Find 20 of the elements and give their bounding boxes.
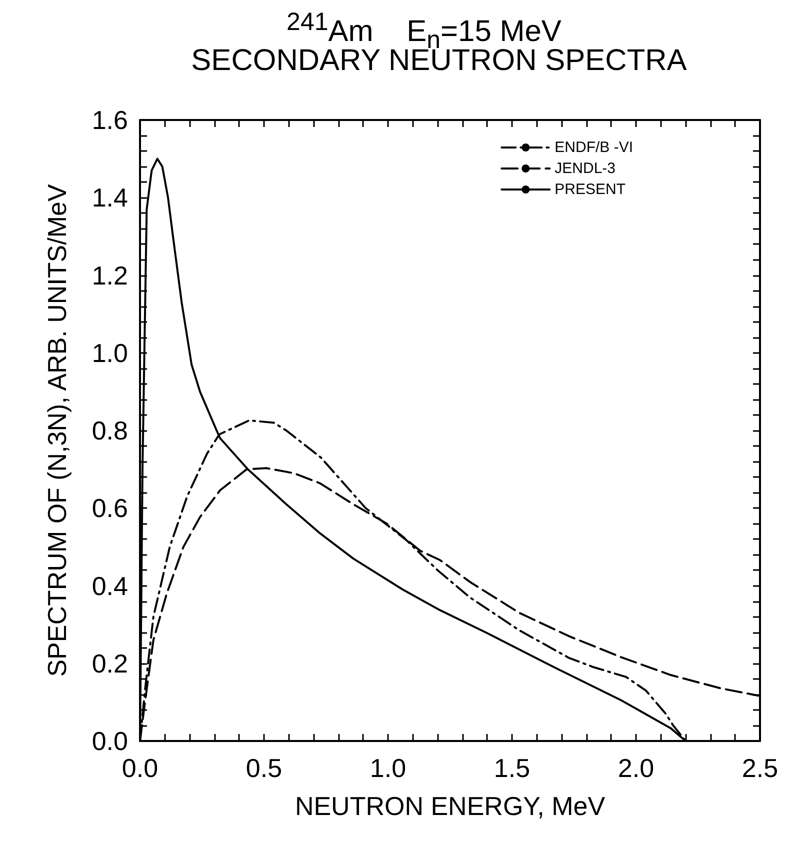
y-tick-label: 0.4: [92, 570, 128, 601]
x-tick-label: 0.0: [122, 753, 158, 783]
y-tick-label: 1.4: [92, 182, 128, 213]
y-tick-label: 0.2: [92, 648, 128, 678]
y-tick-label: 0.6: [92, 493, 128, 524]
x-axis-title: NEUTRON ENERGY, MeV: [294, 791, 606, 821]
legend-label: PRESENT: [554, 181, 626, 198]
y-tick-label: 1.0: [92, 338, 128, 368]
x-tick-label: 0.5: [246, 753, 282, 783]
y-tick-label: 0.0: [92, 726, 128, 756]
x-tick-label: 2.0: [618, 753, 654, 783]
y-tick-label: 1.6: [92, 105, 128, 135]
legend-label: ENDF/B -VI: [554, 139, 634, 156]
x-tick-label: 1.0: [370, 753, 406, 783]
y-tick-label: 1.2: [92, 260, 128, 290]
y-axis-title: SPECTRUM OF (N,3N), ARB. UNITS/MeV: [42, 184, 72, 677]
x-tick-label: 2.5: [742, 753, 778, 783]
x-tick-label: 1.5: [494, 753, 530, 783]
legend-label: JENDL-3: [554, 160, 616, 177]
y-tick-label: 0.8: [92, 416, 128, 446]
